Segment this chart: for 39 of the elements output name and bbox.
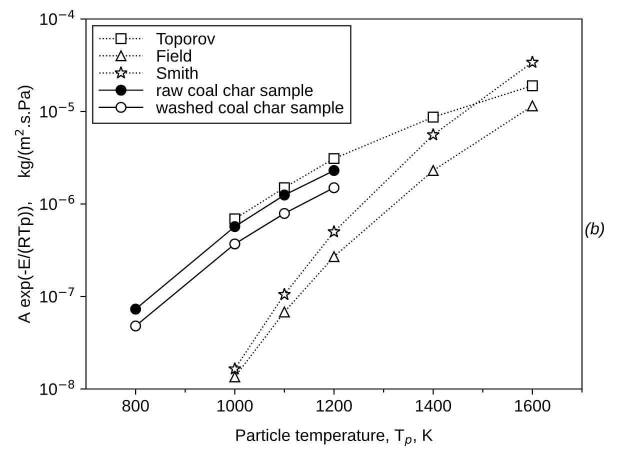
point <box>526 55 539 68</box>
text: (b) <box>585 222 604 238</box>
point <box>278 306 290 318</box>
y-tick-label: 10$^{−8}$ <box>40 380 74 396</box>
point <box>130 320 142 332</box>
x-tick-label: 1600 <box>515 400 550 412</box>
point <box>229 238 240 250</box>
x-axis-title: Particle temperature, T$_{p}$, K <box>236 428 433 446</box>
y-tick-label: 10$^{−6}$ <box>40 194 74 210</box>
x-tick-label: 1000 <box>218 400 253 412</box>
point <box>278 208 290 219</box>
legend-label: Smith <box>156 66 198 79</box>
point <box>278 190 290 201</box>
point <box>328 165 340 176</box>
y-axis-title: A exp(-E/(RTp)), kg/(m$^{2}$.s.Pa) <box>14 86 34 324</box>
legend-label: raw coal char sample <box>157 84 313 100</box>
point <box>229 221 240 232</box>
point <box>328 182 340 194</box>
point <box>327 224 341 238</box>
point <box>526 80 538 92</box>
y-tick-label: 10$^{−4}$ <box>40 10 74 26</box>
x-tick-label: 1400 <box>416 400 452 412</box>
point <box>428 165 439 176</box>
point <box>328 153 340 164</box>
legend-label: Field <box>157 50 192 62</box>
point <box>228 362 242 375</box>
x-tick-label: 1200 <box>316 400 352 412</box>
point <box>278 288 291 300</box>
legend-label: Toporov <box>156 32 216 48</box>
point <box>130 304 142 315</box>
legend-label: washed coal char sample <box>156 101 344 117</box>
x-tick-label: 800 <box>122 400 149 412</box>
point <box>328 251 340 262</box>
point <box>526 100 538 112</box>
y-tick-label: 10$^{−5}$ <box>40 102 74 118</box>
point <box>428 112 439 123</box>
point <box>426 128 440 140</box>
point <box>229 371 240 382</box>
y-tick-label: 10$^{−7}$ <box>40 288 74 303</box>
